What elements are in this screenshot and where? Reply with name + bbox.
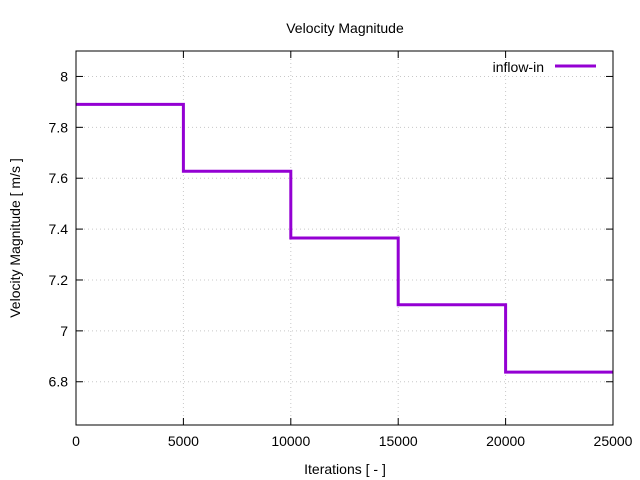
- x-axis-label: Iterations [ - ]: [304, 461, 386, 477]
- y-tick-label: 7.8: [49, 119, 69, 135]
- plot-frame: [75, 50, 614, 426]
- grid-lines: [76, 51, 613, 425]
- tick-marks: [75, 51, 614, 425]
- y-axis-label: Velocity Magnitude [ m/s ]: [7, 158, 23, 318]
- y-tick-label: 7.2: [49, 272, 69, 288]
- y-tick-labels: 6.8 7 7.2 7.4 7.6 7.8 8: [49, 68, 69, 389]
- y-tick-label: 6.8: [49, 374, 69, 390]
- series-line-inflow-in: [76, 102, 613, 374]
- x-tick-label: 25000: [594, 433, 633, 449]
- x-tick-label: 15000: [379, 433, 418, 449]
- x-tick-label: 10000: [271, 433, 310, 449]
- y-tick-label: 8: [60, 68, 68, 84]
- chart-title: Velocity Magnitude: [286, 20, 404, 36]
- x-tick-labels: 0 5000 10000 15000 20000 25000: [72, 433, 633, 449]
- x-tick-label: 0: [72, 433, 80, 449]
- series-layer: [76, 102, 613, 374]
- legend: inflow-in: [493, 59, 596, 75]
- y-tick-label: 7.4: [49, 221, 69, 237]
- y-tick-label: 7.6: [49, 170, 69, 186]
- legend-label: inflow-in: [493, 59, 544, 75]
- x-tick-label: 5000: [168, 433, 199, 449]
- y-tick-label: 7: [60, 323, 68, 339]
- x-tick-label: 20000: [486, 433, 525, 449]
